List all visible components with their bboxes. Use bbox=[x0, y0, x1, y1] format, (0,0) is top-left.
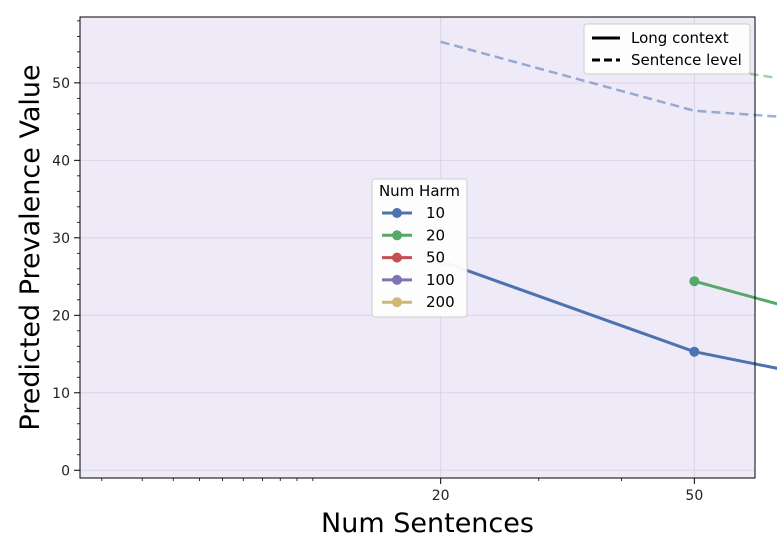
style-legend: Long context Sentence level bbox=[583, 23, 751, 75]
x-axis: 2050100200500 bbox=[101, 478, 703, 504]
series-legend-title: Num Harm bbox=[379, 182, 460, 200]
style-legend-box bbox=[583, 23, 751, 75]
sentence-level-line-10 bbox=[440, 40, 777, 118]
y-tick-label: 40 bbox=[52, 153, 70, 169]
style-legend-label: Sentence level bbox=[631, 51, 742, 69]
x-axis-label: Num Sentences bbox=[321, 508, 534, 539]
x-tick-label: 50 bbox=[685, 488, 703, 504]
plot-frame bbox=[79, 16, 756, 479]
series-legend-marker bbox=[392, 252, 402, 263]
y-axis-label: Predicted Prevalence Value bbox=[15, 64, 46, 430]
y-tick-label: 10 bbox=[52, 386, 70, 402]
y-tick-label: 0 bbox=[61, 463, 70, 479]
series-legend-marker bbox=[392, 230, 402, 241]
y-tick-label: 20 bbox=[52, 308, 70, 324]
series-legend-label: 20 bbox=[426, 226, 445, 244]
data-point-20 bbox=[689, 276, 700, 287]
series-legend: Num Harm 10 20 50 100 200 bbox=[371, 178, 468, 318]
series-legend-label: 50 bbox=[426, 249, 445, 267]
series-legend-label: 200 bbox=[426, 293, 455, 311]
series-legend-marker bbox=[392, 297, 402, 308]
x-tick-label: 20 bbox=[432, 488, 450, 504]
sentence-level-lines bbox=[440, 40, 777, 118]
y-axis: 0 10 20 30 40 50 bbox=[52, 20, 80, 479]
y-tick-label: 30 bbox=[52, 231, 70, 247]
long-context-line-10 bbox=[440, 259, 777, 370]
series-legend-label: 10 bbox=[426, 204, 445, 222]
series-legend-marker bbox=[392, 274, 402, 285]
y-tick-label: 50 bbox=[52, 76, 70, 92]
style-legend-label: Long context bbox=[631, 29, 729, 47]
series-legend-label: 100 bbox=[426, 271, 455, 289]
series-legend-marker bbox=[392, 208, 402, 218]
data-point-10 bbox=[689, 346, 700, 357]
